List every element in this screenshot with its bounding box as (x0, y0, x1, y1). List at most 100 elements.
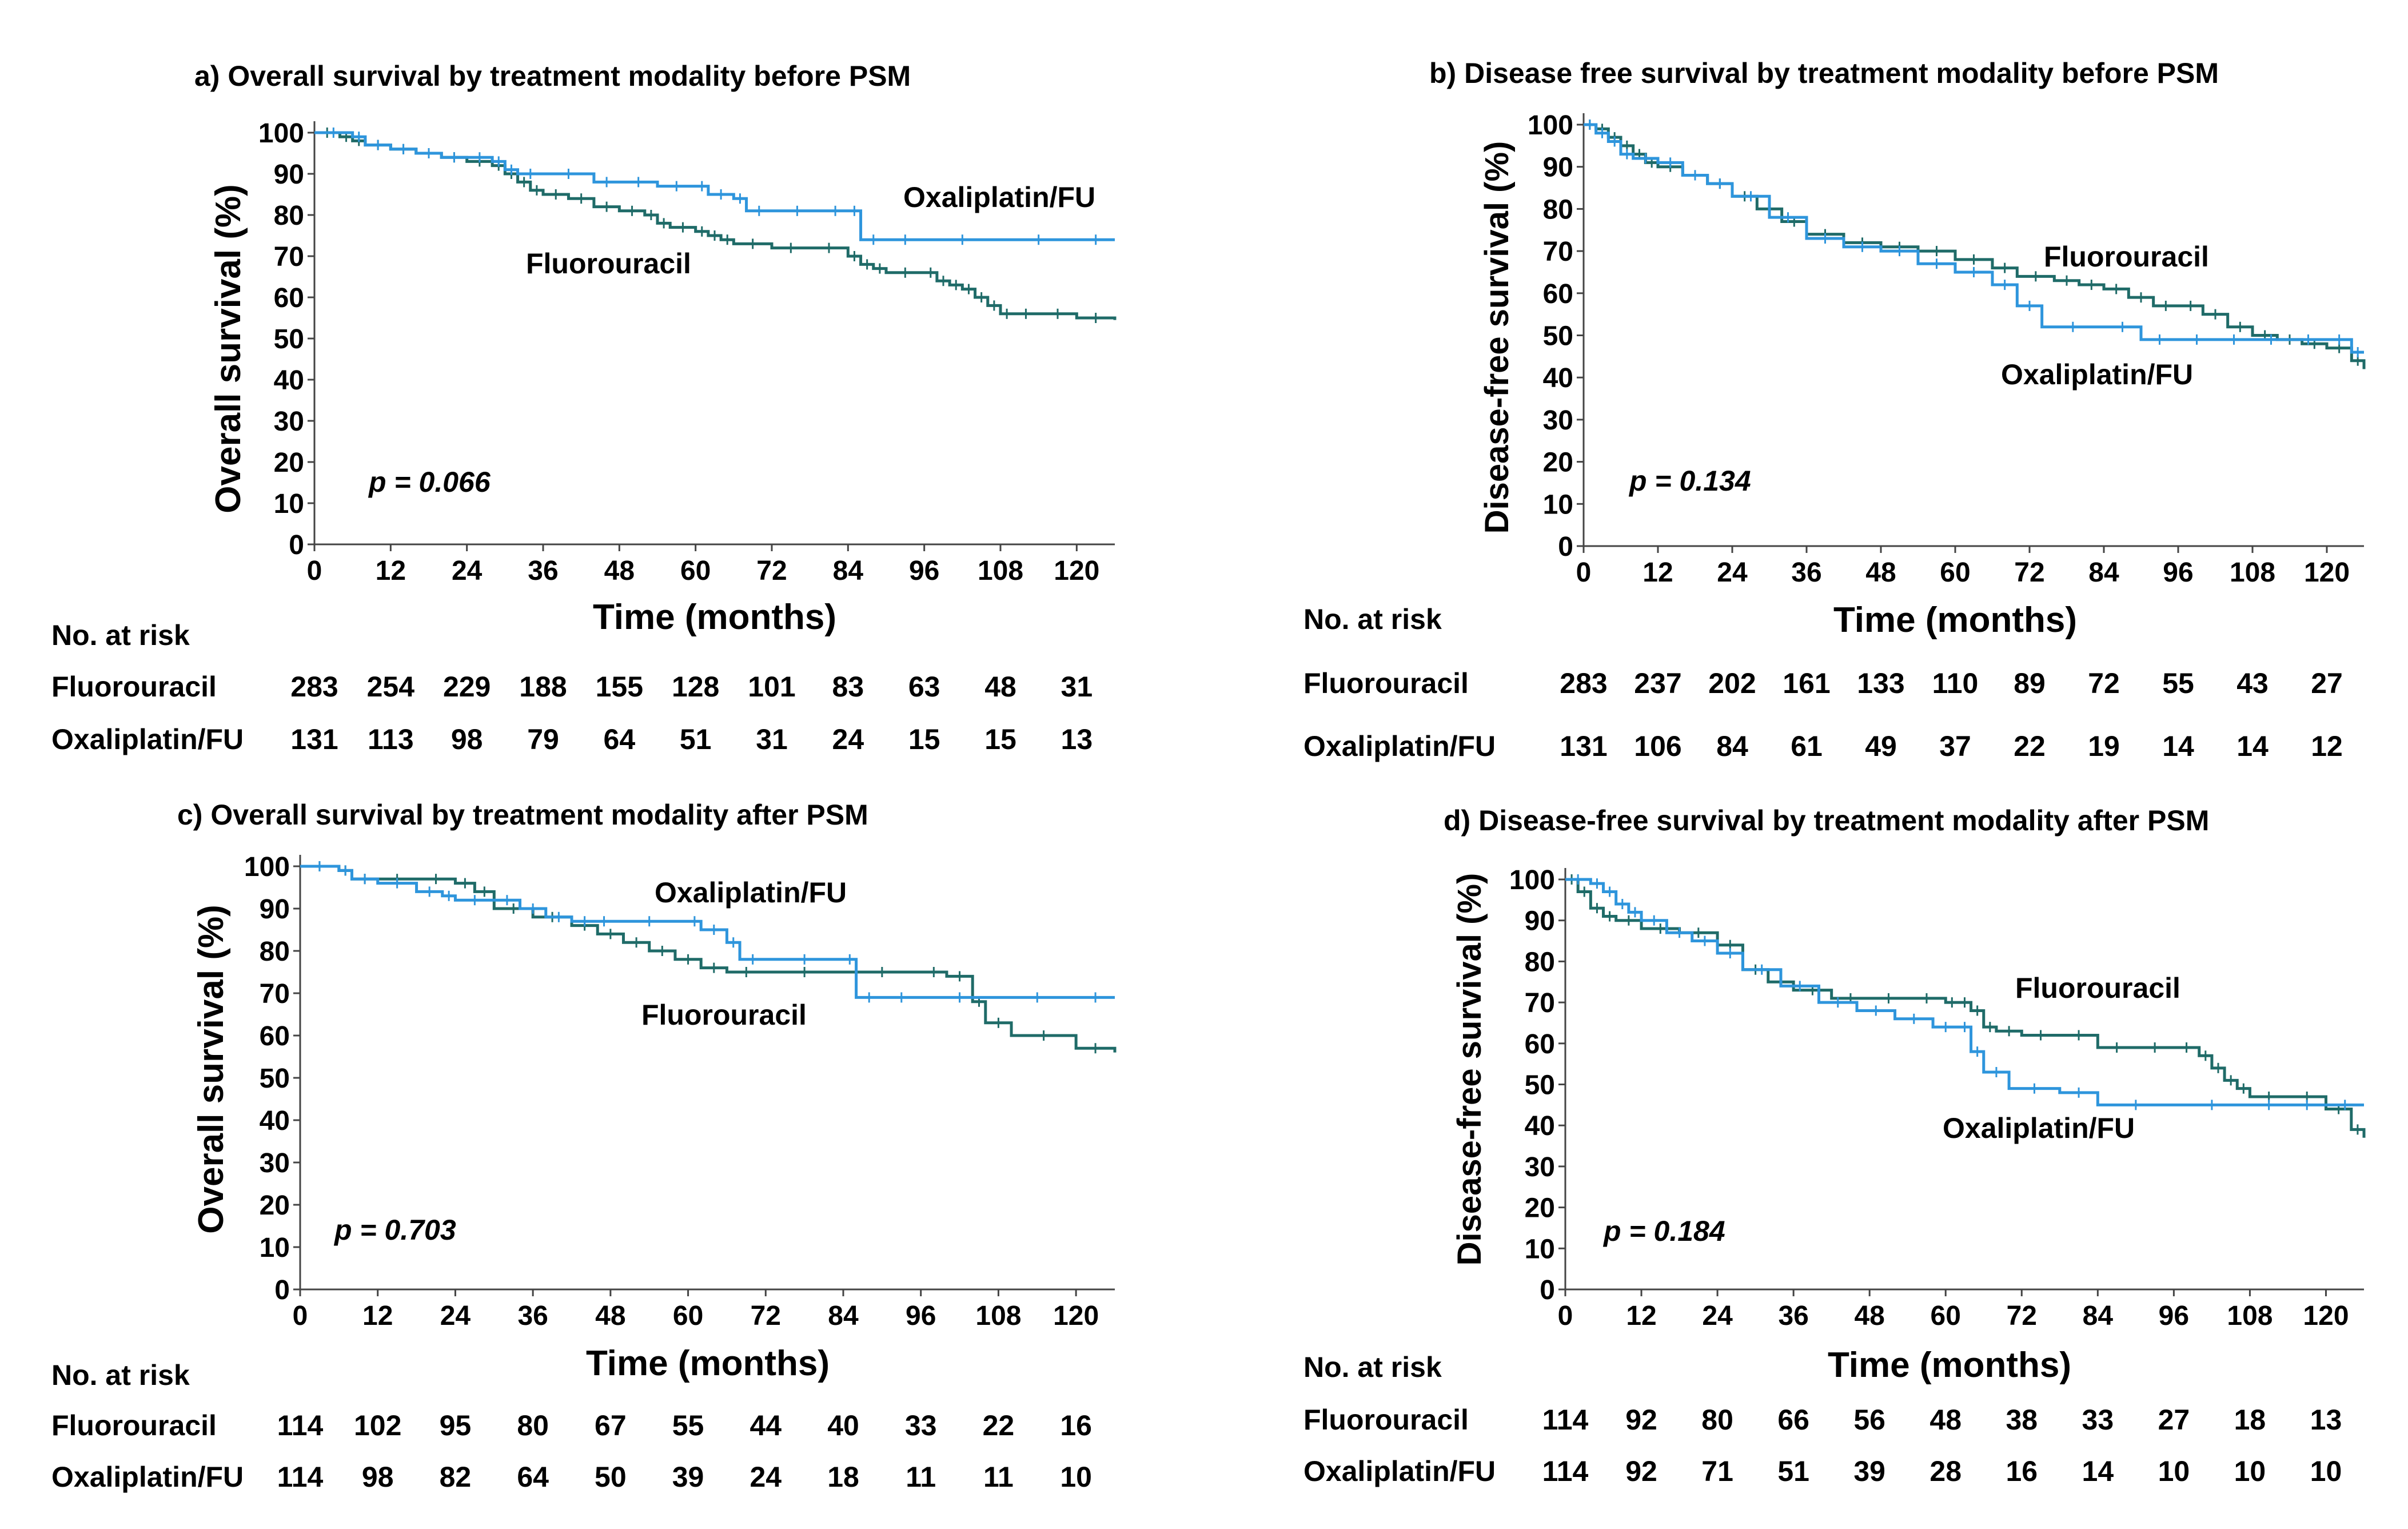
panel-c-risk-fluorouracil-value: 16 (1060, 1409, 1092, 1442)
panel-d-oxaliplatin-label: Oxaliplatin/FU (1943, 1112, 2135, 1144)
panel-d-ytick-label: 40 (1525, 1111, 1555, 1141)
panel-c-xtick-label: 48 (595, 1301, 625, 1331)
panel-c-curve-oxaliplatin-fu (300, 865, 1115, 999)
panel-d: d) Disease-free survival by treatment mo… (1303, 805, 2366, 1487)
panel-d-risk-fluorouracil-value: 48 (1929, 1404, 1962, 1436)
panel-b-risk-oxaliplatin-fu-value: 37 (1939, 730, 1971, 762)
panel-b-title: b) Disease free survival by treatment mo… (1429, 57, 2219, 89)
panel-b-risk-fluorouracil-value: 110 (1932, 667, 1979, 699)
panel-c-ytick-label: 10 (260, 1233, 290, 1263)
panel-d-ytick-label: 60 (1525, 1029, 1555, 1060)
panel-c-xtick-label: 36 (517, 1301, 548, 1331)
panel-d-ytick-label: 90 (1525, 906, 1555, 937)
panel-b-xtick-label: 36 (1791, 558, 1821, 588)
panel-a-curve-fluorouracil (314, 131, 1117, 320)
panel-a-ytick-label: 90 (274, 160, 304, 190)
panel-b-p-value: p = 0.134 (1628, 465, 1751, 497)
panel-a-xtick-label: 48 (604, 556, 635, 586)
panel-d-ylabel: Disease-free survival (%) (1451, 873, 1488, 1266)
panel-c-ytick-label: 60 (260, 1021, 290, 1052)
panel-c-xtick-label: 108 (975, 1301, 1021, 1331)
panel-c-xtick-label: 0 (293, 1301, 308, 1331)
panel-d-risk-fluorouracil-value: 56 (1853, 1404, 1885, 1436)
panel-b-risk-oxaliplatin-fu-value: 61 (1791, 730, 1823, 762)
panel-a-ytick-label: 10 (274, 489, 304, 519)
panel-c: c) Overall survival by treatment modalit… (51, 799, 1117, 1493)
panel-b-risk-row-fluorouracil-name: Fluorouracil (1303, 667, 1469, 699)
panel-b-xtick-label: 48 (1865, 558, 1896, 588)
panel-c-risk-oxaliplatin-fu-value: 50 (595, 1461, 627, 1493)
panel-b-ytick-label: 60 (1543, 279, 1573, 309)
panel-a-risk-fluorouracil-value: 155 (596, 671, 643, 703)
panel-c-risk-oxaliplatin-fu-value: 64 (517, 1461, 549, 1493)
panel-a-risk-oxaliplatin-fu-value: 131 (290, 723, 338, 755)
panel-d-ytick-label: 0 (1540, 1275, 1555, 1305)
panel-b-risk-oxaliplatin-fu-value: 131 (1560, 730, 1607, 762)
panel-a-xtick-label: 60 (680, 556, 711, 586)
panel-d-ytick-label: 20 (1525, 1193, 1555, 1224)
panel-a-ytick-label: 70 (274, 242, 304, 272)
panel-d-risk-oxaliplatin-fu-value: 28 (1929, 1455, 1962, 1487)
panel-a-risk-values: 283 254 229 188 155 128 101 83 63 48 31 131 113 98 79 6… (290, 671, 1093, 755)
panel-a-risk-oxaliplatin-fu-value: 24 (832, 723, 864, 755)
panel-d-xtick-label: 24 (1702, 1301, 1733, 1331)
panel-b-risk-oxaliplatin-fu-value: 19 (2088, 730, 2120, 762)
panel-a-risk-fluorouracil-value: 128 (672, 671, 719, 703)
panel-a-risk-oxaliplatin-fu-value: 15 (984, 723, 1016, 755)
panel-d-risk-oxaliplatin-fu-value: 51 (1777, 1455, 1809, 1487)
panel-d-risk-fluorouracil-value: 13 (2310, 1404, 2342, 1436)
panel-b-risk-fluorouracil-value: 283 (1560, 667, 1607, 699)
panel-c-ytick-label: 40 (260, 1106, 290, 1136)
panel-d-plot: 0 10 20 30 40 50 60 70 80 90 100 0 12 24 36 48 60 72 84 96 1… (1509, 865, 2366, 1331)
panel-a-risk-oxaliplatin-fu-value: 98 (451, 723, 483, 755)
panel-c-risk-oxaliplatin-fu-value: 11 (983, 1461, 1014, 1493)
panel-d-risk-fluorouracil-value: 80 (1701, 1404, 1733, 1436)
panel-c-risk-fluorouracil-value: 22 (983, 1409, 1015, 1442)
panel-b-risk-oxaliplatin-fu-value: 14 (2162, 730, 2194, 762)
panel-c-risk-fluorouracil-value: 55 (672, 1409, 704, 1442)
panel-a-risk-oxaliplatin-fu-value: 13 (1061, 723, 1093, 755)
panel-d-xtick-label: 96 (2159, 1301, 2189, 1331)
panel-d-xtick-label: 60 (1931, 1301, 1961, 1331)
panel-a-ytick-label: 40 (274, 365, 304, 396)
panel-b-xlabel: Time (months) (1833, 600, 2077, 640)
panel-d-risk-oxaliplatin-fu-value: 14 (2082, 1455, 2114, 1487)
panel-c-xtick-label: 96 (906, 1301, 936, 1331)
panel-d-risk-fluorouracil-value: 92 (1625, 1404, 1657, 1436)
panel-a-risk-oxaliplatin-fu-value: 113 (368, 723, 414, 755)
panel-a-risk-fluorouracil-value: 101 (748, 671, 795, 703)
panel-d-risk-fluorouracil-value: 33 (2082, 1404, 2114, 1436)
panel-b-ytick-label: 100 (1528, 110, 1573, 141)
panel-b-ytick-label: 90 (1543, 153, 1573, 183)
panel-d-risk-values: 114 92 80 66 56 48 38 33 27 18 13 114 92 71 51 39 28 16 14… (1542, 1404, 2342, 1487)
panel-b-xtick-label: 24 (1717, 558, 1748, 588)
panel-b-ytick-label: 50 (1543, 321, 1573, 352)
panel-d-ytick-label: 70 (1525, 988, 1555, 1018)
panel-a-xtick-label: 12 (376, 556, 406, 586)
panel-a-xtick-label: 84 (833, 556, 864, 586)
panel-c-risk-oxaliplatin-fu-value: 24 (749, 1461, 782, 1493)
panel-d-risk-fluorouracil-value: 18 (2234, 1404, 2266, 1436)
panel-c-curve-fluorouracil (300, 865, 1117, 1053)
panel-b-risk-oxaliplatin-fu-value: 12 (2311, 730, 2343, 762)
panel-c-risk-row-fluorouracil-name: Fluorouracil (51, 1409, 217, 1442)
panel-c-xtick-label: 120 (1053, 1301, 1099, 1331)
panel-d-risk-oxaliplatin-fu-value: 10 (2234, 1455, 2266, 1487)
panel-d-risk-oxaliplatin-fu-value: 92 (1625, 1455, 1657, 1487)
panel-d-risk-oxaliplatin-fu-value: 16 (2006, 1455, 2038, 1487)
panel-c-risk-row-oxaliplatin-name: Oxaliplatin/FU (51, 1461, 244, 1493)
panel-d-title: d) Disease-free survival by treatment mo… (1444, 805, 2209, 837)
panel-c-risk-oxaliplatin-fu-value: 114 (277, 1461, 324, 1493)
panel-c-risk-fluorouracil-value: 80 (517, 1409, 549, 1442)
panel-a-risk-oxaliplatin-fu-value: 15 (908, 723, 940, 755)
panel-a-xtick-label: 72 (756, 556, 787, 586)
panel-a-risk-row-oxaliplatin-name: Oxaliplatin/FU (51, 723, 244, 755)
panel-c-ytick-label: 90 (260, 894, 290, 925)
panel-a-risk-fluorouracil-value: 254 (367, 671, 415, 703)
panel-b-xtick-label: 96 (2163, 558, 2193, 588)
panel-b-risk-heading: No. at risk (1303, 603, 1442, 635)
panel-c-risk-fluorouracil-value: 44 (749, 1409, 782, 1442)
panel-b-xtick-label: 108 (2230, 558, 2275, 588)
panel-b-ytick-label: 70 (1543, 237, 1573, 267)
